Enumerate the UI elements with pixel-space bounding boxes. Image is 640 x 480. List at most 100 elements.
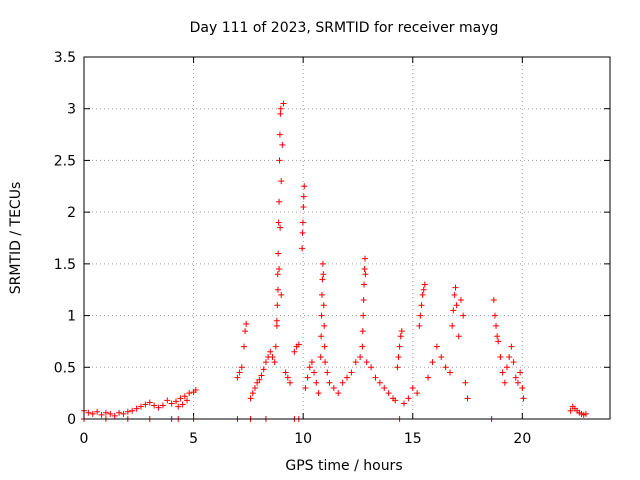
data-point (168, 400, 175, 407)
data-point (319, 276, 326, 283)
data-point (278, 291, 285, 298)
data-point (278, 178, 285, 185)
data-point (274, 302, 281, 309)
data-point (304, 374, 311, 381)
data-point (495, 338, 502, 345)
data-point (311, 369, 318, 376)
data-point (449, 322, 456, 329)
data-point (306, 364, 313, 371)
data-point (308, 359, 315, 366)
data-point (164, 397, 171, 404)
data-point (277, 224, 284, 231)
data-point (274, 286, 281, 293)
data-point (392, 397, 399, 404)
data-point (258, 372, 265, 379)
data-point (177, 395, 184, 402)
data-point (348, 369, 355, 376)
y-tick-label: 3 (67, 102, 76, 118)
data-point (360, 297, 367, 304)
data-point (462, 379, 469, 386)
data-point (451, 291, 458, 298)
data-point (276, 157, 283, 164)
data-point (512, 374, 519, 381)
data-point (243, 320, 250, 327)
grid-lines (84, 57, 610, 419)
y-axis-label: SRMTID / TECUs (8, 182, 24, 295)
data-point (234, 374, 241, 381)
data-point (240, 343, 247, 350)
data-point (359, 343, 366, 350)
data-point (385, 390, 392, 397)
data-point (192, 387, 199, 394)
data-point (363, 359, 370, 366)
data-point (425, 374, 432, 381)
data-point (282, 369, 289, 376)
data-point (514, 379, 521, 386)
data-point (184, 397, 191, 404)
data-point (438, 353, 445, 360)
data-point (279, 141, 286, 148)
y-tick-label: 0 (67, 412, 76, 428)
data-point (357, 353, 364, 360)
data-point (271, 359, 278, 366)
data-point (124, 408, 131, 415)
data-point (299, 219, 306, 226)
data-point (146, 399, 153, 406)
data-point (460, 312, 467, 319)
data-point (397, 333, 404, 340)
data-point (299, 245, 306, 252)
data-point (361, 266, 368, 273)
axis-ticks: 0 0.5 1 1.5 2 2.5 3 3.5 0 5 10 15 20 (54, 50, 610, 447)
data-point (94, 408, 101, 415)
data-point (398, 328, 405, 335)
data-point (319, 260, 326, 267)
data-point (321, 322, 328, 329)
data-point (372, 374, 379, 381)
data-point (452, 284, 459, 291)
data-point (89, 410, 96, 417)
data-point (273, 322, 280, 329)
data-point (457, 297, 464, 304)
data-point (421, 281, 428, 288)
data-point (503, 364, 510, 371)
data-point (501, 379, 508, 386)
data-point (416, 322, 423, 329)
data-point (300, 193, 307, 200)
data-point (344, 374, 350, 381)
data-point (453, 302, 460, 309)
data-point (395, 353, 402, 360)
data-point (396, 343, 403, 350)
data-point (273, 317, 280, 324)
data-point (249, 390, 256, 397)
data-point (155, 404, 162, 411)
data-point (361, 281, 368, 288)
data-point (179, 401, 186, 408)
data-point (335, 390, 342, 397)
data-point (295, 341, 302, 348)
data-points (81, 100, 589, 422)
data-point (111, 412, 118, 419)
x-tick-label: 20 (513, 431, 531, 447)
data-point (405, 395, 412, 402)
data-point (317, 353, 324, 360)
data-point (181, 393, 188, 400)
data-point (339, 379, 346, 386)
data-point (320, 271, 327, 278)
data-point (419, 291, 426, 298)
data-point (277, 105, 284, 112)
x-tick-label: 5 (189, 431, 198, 447)
data-point (326, 379, 333, 386)
data-point (362, 271, 369, 278)
y-tick-label: 3.5 (54, 50, 76, 66)
data-point (499, 369, 506, 376)
data-point (517, 369, 524, 376)
data-point (497, 353, 504, 360)
data-point (107, 410, 114, 417)
chart-title: Day 111 of 2023, SRMTID for receiver may… (190, 20, 499, 36)
data-point (330, 384, 337, 391)
data-point (359, 328, 366, 335)
data-point (269, 353, 276, 360)
data-point (368, 364, 375, 371)
data-point (400, 400, 407, 407)
data-point (418, 302, 425, 309)
